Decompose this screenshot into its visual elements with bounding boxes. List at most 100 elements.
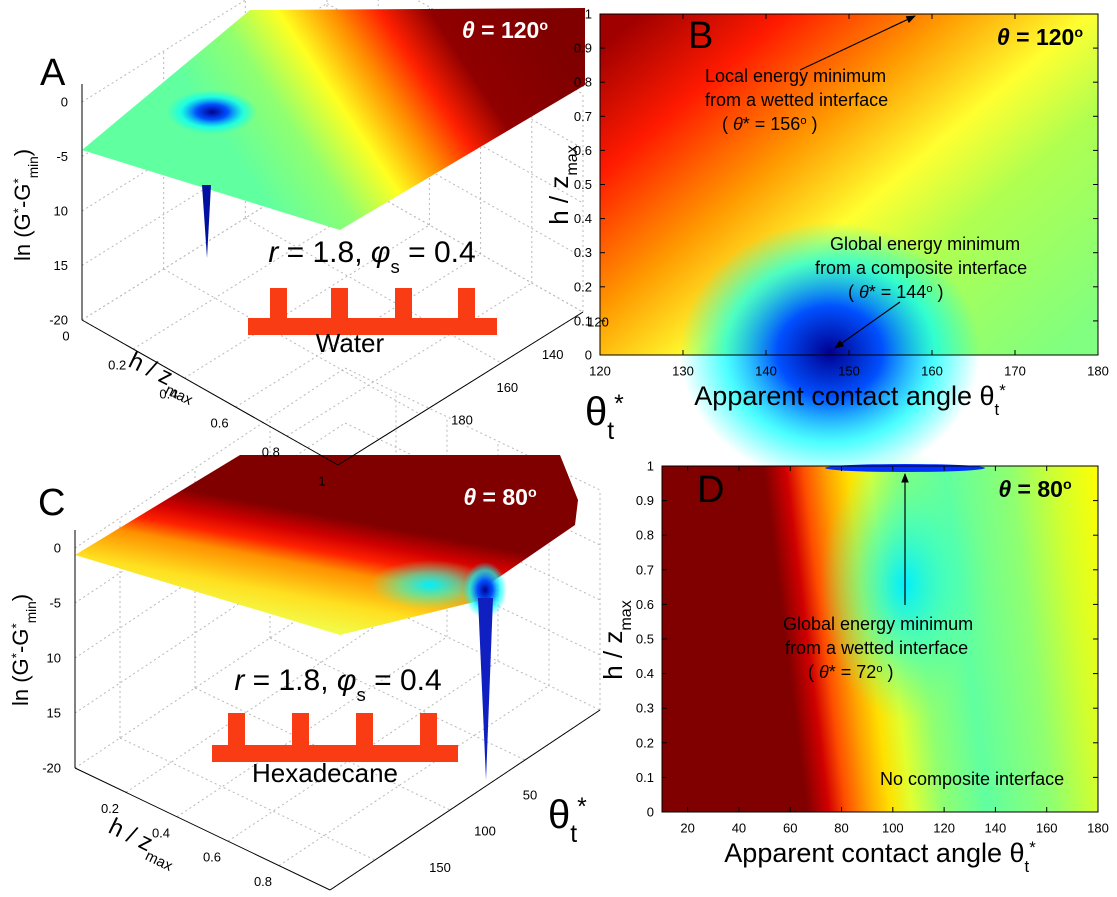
x-axis-label: Apparent contact angle θt* xyxy=(724,838,1036,876)
text-part: θ xyxy=(819,662,829,682)
y-tick-label: 0.9 xyxy=(636,493,654,508)
grid-line xyxy=(286,282,533,437)
x-axis-label: Apparent contact angle θt* xyxy=(694,381,1006,419)
y-axis-label: h / zmax xyxy=(598,600,635,680)
text-part: θ xyxy=(733,114,743,134)
z-tick-label: -20 xyxy=(42,761,61,776)
z-tick-label: 0 xyxy=(54,541,61,556)
text-part: * xyxy=(999,381,1006,400)
axis-line xyxy=(81,319,339,466)
theta-label: θ = 80o xyxy=(463,484,537,510)
y-tick-label: 0.6 xyxy=(574,143,592,158)
text-part: max xyxy=(142,848,175,875)
x-tick-label: 80 xyxy=(834,821,848,836)
text-part: from a wetted interface xyxy=(785,638,968,658)
heatmap-field xyxy=(600,14,1098,482)
y-tick-label: 1 xyxy=(647,459,654,474)
text-part: = 120 xyxy=(475,17,540,43)
y-tick-label: 140 xyxy=(542,347,564,362)
text-part: -G xyxy=(8,629,33,653)
y-tick-label: 0.2 xyxy=(636,735,654,750)
text-part: o xyxy=(528,485,537,501)
grid-line xyxy=(176,636,448,818)
x-tick-label: 0.2 xyxy=(108,358,126,373)
text-part: φ xyxy=(371,236,391,269)
text-part: min xyxy=(26,156,41,178)
z-tick-label: 10 xyxy=(54,204,68,219)
y-tick-label: 0.8 xyxy=(636,528,654,543)
x-tick-label: 150 xyxy=(838,364,860,379)
y-tick-label: 120 xyxy=(587,315,609,330)
z-axis-label: ln (G*-G*min) xyxy=(10,149,41,261)
parameter-label: r = 1.8, φs = 0.4 xyxy=(268,236,475,277)
text-part: s xyxy=(390,256,399,277)
y-tick-label: 0.5 xyxy=(636,632,654,647)
x-tick-label: 0.4 xyxy=(152,825,170,840)
y-axis-label: h / zmax xyxy=(544,145,581,225)
text-part: ) xyxy=(933,282,944,302)
text-part: θ xyxy=(585,390,607,434)
text-part: t xyxy=(995,400,1000,419)
z-tick-label: 15 xyxy=(54,258,68,273)
grid-line xyxy=(278,685,550,867)
annotation: No composite interface xyxy=(880,769,1064,789)
text-part: * = 156 xyxy=(743,114,801,134)
text-part: * xyxy=(9,652,24,658)
text-part: Global energy minimum xyxy=(783,614,973,634)
y-tick-label: 100 xyxy=(474,824,496,839)
text-part: = 120 xyxy=(1010,24,1075,50)
text-part: -G xyxy=(10,184,35,208)
grid-line xyxy=(74,367,346,549)
annotation: ( θ* = 72o ) xyxy=(808,662,894,682)
x-tick-label: 130 xyxy=(672,364,694,379)
text-part: min xyxy=(24,601,39,623)
text-part: max xyxy=(162,382,195,409)
parameter-label: r = 1.8, φs = 0.4 xyxy=(234,664,441,705)
grid-line xyxy=(119,737,376,861)
x-tick-label: 60 xyxy=(783,821,797,836)
annotation: from a composite interface xyxy=(815,258,1027,278)
grid-line xyxy=(269,637,526,761)
panel-label: C xyxy=(38,482,65,524)
text-part: * xyxy=(9,623,24,629)
text-part: = 0.4 xyxy=(366,664,442,697)
y-tick-label: 0.4 xyxy=(574,211,592,226)
text-part: θ xyxy=(998,476,1011,502)
text-part: Apparent contact angle xyxy=(724,838,1009,868)
z-tick-label: -5 xyxy=(56,149,68,164)
x-tick-label: 120 xyxy=(589,364,611,379)
z-tick-label: -5 xyxy=(49,596,61,611)
x-tick-label: 0.6 xyxy=(211,416,229,431)
y-tick-label: 0.1 xyxy=(574,313,592,328)
y-tick-label: 0 xyxy=(647,805,654,820)
structure-schematic xyxy=(212,713,458,762)
text-part: s xyxy=(356,684,365,705)
annotation: ( θ* = 144o ) xyxy=(848,282,944,302)
x-tick-label: 170 xyxy=(1004,364,1026,379)
grid-line xyxy=(326,57,584,204)
x-tick-label: 40 xyxy=(732,821,746,836)
annotation: ( θ* = 156o ) xyxy=(722,114,818,134)
text-part: = 1.8, xyxy=(244,664,337,697)
panel-label: B xyxy=(688,15,713,57)
x-tick-label: 180 xyxy=(1087,821,1109,836)
y-tick-label: 0.7 xyxy=(574,109,592,124)
y-tick-label: 0.4 xyxy=(636,666,654,681)
axis-line xyxy=(337,311,584,466)
x-tick-label: 160 xyxy=(921,364,943,379)
text-part: max xyxy=(617,600,635,630)
x-tick-label: 0.8 xyxy=(254,874,272,889)
text-part: Apparent contact angle xyxy=(694,381,979,411)
surface xyxy=(75,455,578,780)
panel-label: D xyxy=(697,469,724,511)
text-part: ln (G xyxy=(8,658,33,706)
theta-label: θ = 120o xyxy=(462,17,548,43)
x-tick-label: 0.4 xyxy=(159,387,177,402)
text-part: θ xyxy=(980,381,995,411)
grid-line xyxy=(163,268,420,415)
text-part: θ xyxy=(548,793,570,837)
y-tick-label: 160 xyxy=(496,380,518,395)
text-part: φ xyxy=(337,664,357,697)
y-tick-label: 0.9 xyxy=(574,41,592,56)
text-part: θ xyxy=(462,17,475,43)
